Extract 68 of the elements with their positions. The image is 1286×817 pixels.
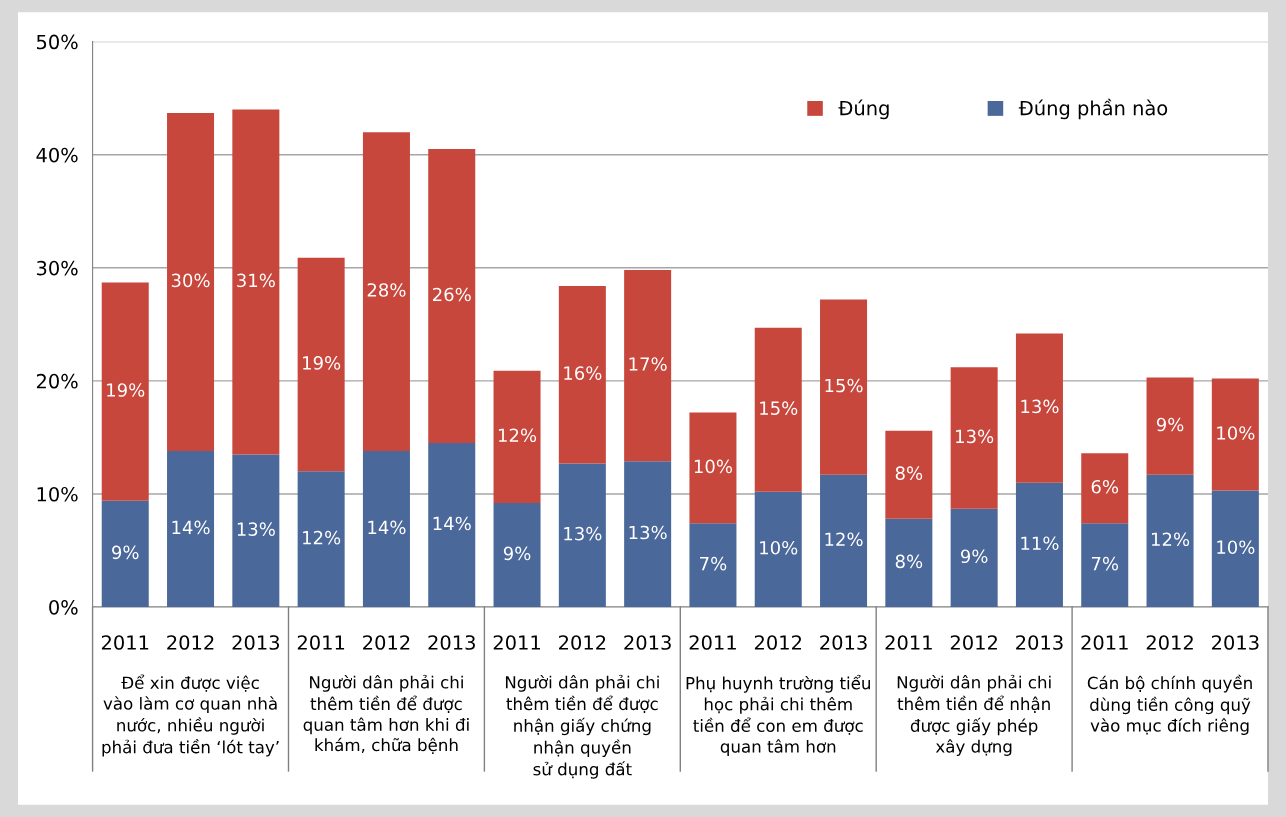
x-tick-label: 2012 <box>559 635 606 650</box>
text: Phụ huynh trường tiểu học phải chi thêm tiền để con em được quan tâm hơn <box>686 674 870 757</box>
data-label: 28% <box>367 283 406 297</box>
x-tick-label: 2012 <box>1146 635 1193 650</box>
data-label: 6% <box>1091 479 1119 494</box>
x-tick-label: 2013 <box>624 635 671 650</box>
y-tick-label: 0% <box>49 599 78 615</box>
text: Để xin được việc vào làm cơ quan nhà nước, nhiều người phải đưa tiền ‘lót tay’ <box>102 674 279 757</box>
data-label: 13% <box>237 522 275 536</box>
data-label: 13% <box>1021 399 1059 414</box>
text: Cán bộ chính quyền dùng tiền công quỹ vào mục đích riêng <box>1087 674 1252 735</box>
data-label: 10% <box>1217 426 1255 440</box>
data-label: 12% <box>303 530 341 545</box>
y-tick-label: 30% <box>36 260 78 276</box>
data-label: 30% <box>171 273 210 288</box>
data-label: 31% <box>237 273 275 288</box>
text: Người dân phải chi thêm tiền để được nhận giấy chứng nhận quyền sử dụng đất <box>505 674 659 779</box>
data-label: 10% <box>760 540 798 555</box>
y-tick-label: 40% <box>36 147 78 163</box>
data-label: 8% <box>895 554 923 569</box>
data-label: 7% <box>700 556 727 571</box>
x-tick-label: 2011 <box>1081 635 1128 650</box>
data-label: 15% <box>760 401 798 415</box>
data-label: 9% <box>112 545 139 560</box>
x-tick-label: 2013 <box>428 635 475 650</box>
data-label: 13% <box>629 525 667 540</box>
y-tick-label: 10% <box>37 486 78 502</box>
data-label: 17% <box>629 357 667 371</box>
data-label: 10% <box>694 459 733 474</box>
legend-label: Đúng <box>838 99 889 120</box>
text: Người dân phải chi thêm tiền để nhận được giấy phép xây dựng <box>897 674 1051 756</box>
x-tick-label: 2013 <box>1212 635 1259 650</box>
x-tick-label: 2012 <box>754 635 802 650</box>
data-label: 13% <box>564 526 602 541</box>
data-label: 19% <box>303 356 341 370</box>
data-label: 16% <box>564 366 602 380</box>
x-tick-label: 2011 <box>885 635 932 650</box>
x-tick-label: 2011 <box>101 635 149 650</box>
data-label: 12% <box>498 428 537 443</box>
data-label: 9% <box>503 546 531 561</box>
data-label: 8% <box>895 466 923 480</box>
y-tick-label: 20% <box>36 373 78 389</box>
legend-label: Đúng phần nào <box>1018 98 1168 120</box>
x-tick-label: 2012 <box>363 635 410 650</box>
x-tick-label: 2013 <box>820 635 867 650</box>
data-label: 12% <box>825 532 863 547</box>
x-tick-label: 2013 <box>232 635 280 650</box>
data-label: 7% <box>1091 556 1119 571</box>
data-label: 14% <box>172 520 210 535</box>
x-tick-label: 2011 <box>689 635 736 650</box>
data-label: 9% <box>960 549 988 564</box>
x-tick-label: 2013 <box>1016 635 1063 650</box>
data-label: 14% <box>433 516 471 531</box>
x-tick-label: 2011 <box>493 635 540 650</box>
data-label: 15% <box>825 378 863 393</box>
data-label: 13% <box>956 429 994 444</box>
x-tick-label: 2011 <box>297 635 345 650</box>
y-tick-label: 50% <box>36 34 78 50</box>
data-label: 26% <box>433 287 471 302</box>
x-tick-label: 2012 <box>167 635 214 650</box>
data-label: 9% <box>1156 417 1184 432</box>
x-tick-label: 2012 <box>950 635 997 650</box>
data-label: 11% <box>1021 536 1059 551</box>
data-label: 14% <box>368 520 406 535</box>
data-label: 19% <box>107 383 145 397</box>
text: Người dân phải chi thêm tiền để được quan tâm hơn khi đi khám, chữa bệnh <box>303 674 469 755</box>
data-label: 10% <box>1217 540 1255 555</box>
data-label: 12% <box>1151 532 1190 547</box>
